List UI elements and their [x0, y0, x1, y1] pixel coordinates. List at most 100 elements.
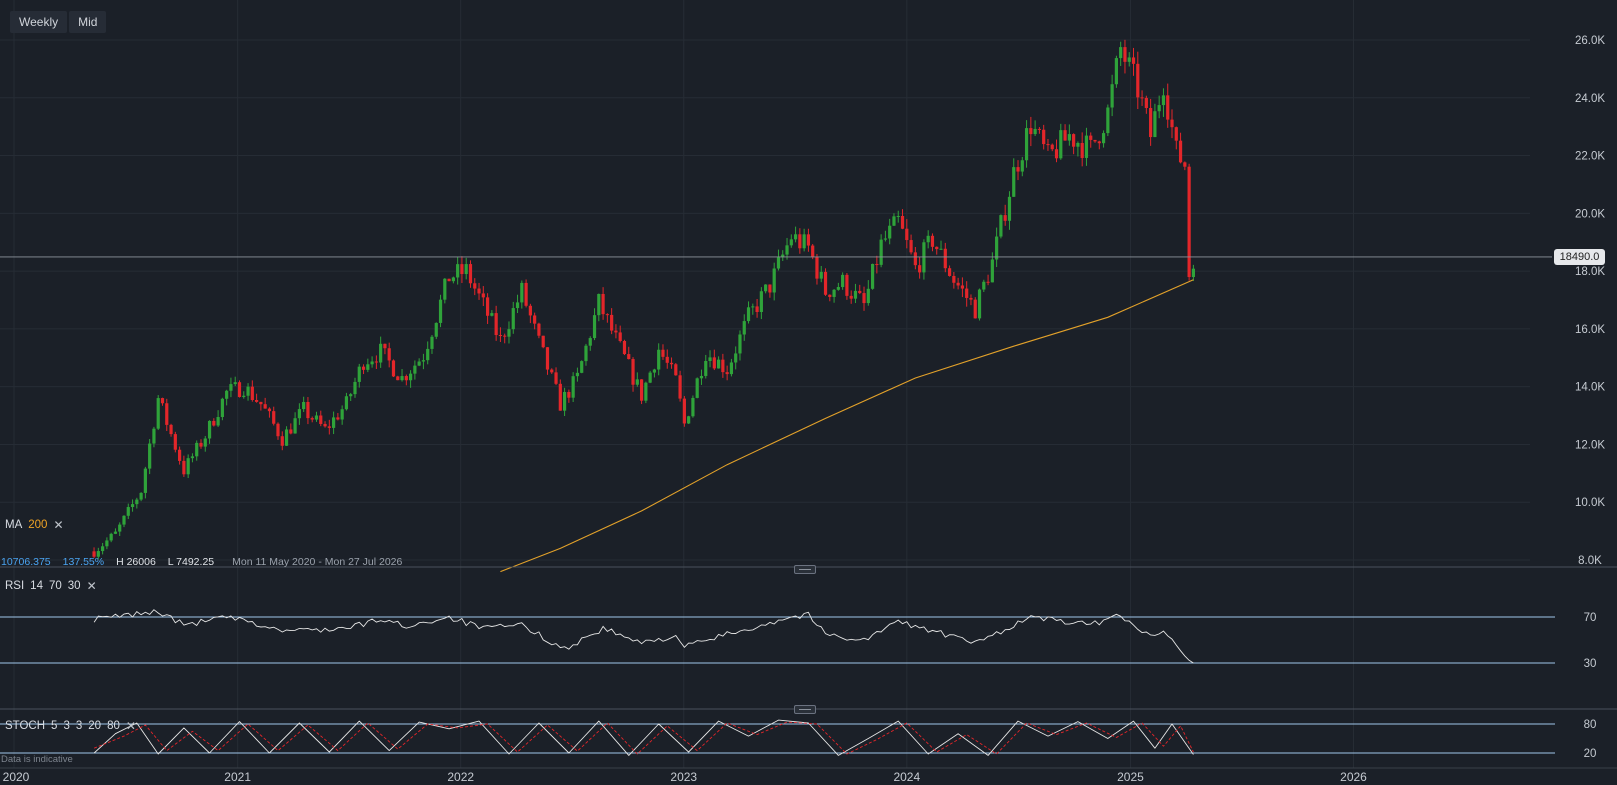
candle-body [361, 366, 366, 370]
ma-remove-icon[interactable]: ✕ [53, 518, 64, 532]
candle-body [456, 264, 460, 278]
candle-body [289, 429, 293, 434]
candle-body [674, 364, 678, 376]
candle-body [562, 391, 567, 411]
candle-body [772, 268, 776, 293]
candle-body [618, 332, 622, 341]
candle-body [652, 369, 657, 373]
candle-body [699, 375, 704, 379]
candle-body [477, 288, 481, 294]
candle-body [485, 297, 490, 316]
candle-body [853, 290, 858, 299]
candle-body [918, 265, 922, 273]
candle-body [823, 271, 828, 295]
candle-body [691, 397, 695, 417]
candle-body [366, 364, 370, 370]
candle-body [1046, 144, 1050, 146]
candle-body [635, 379, 639, 385]
candle-body [220, 398, 224, 418]
candle-body [597, 293, 601, 316]
candle-body [781, 254, 785, 258]
candle-body [1003, 215, 1007, 221]
time-axis-label: 2025 [1117, 770, 1144, 784]
candle-body [1029, 128, 1033, 135]
candle-body [524, 282, 528, 306]
candle-body [712, 357, 716, 369]
candle-body [413, 365, 417, 374]
candle-body [977, 289, 982, 319]
candle-body [314, 415, 319, 420]
candle-body [1140, 97, 1144, 99]
time-axis-label: 2020 [3, 770, 30, 784]
candle-body [678, 375, 682, 399]
ma-200-line [500, 279, 1194, 573]
candle-body [109, 533, 113, 541]
candle-body [682, 398, 686, 424]
rsi-remove-icon[interactable]: ✕ [86, 579, 97, 593]
candle-body [575, 372, 580, 377]
candle-body [216, 417, 220, 426]
candle-body [614, 330, 618, 333]
price-type-button[interactable]: Mid [69, 11, 107, 33]
panel-dividers [0, 566, 1617, 769]
candle-body [746, 307, 751, 322]
candle-body [203, 438, 207, 447]
candle-body [1097, 141, 1101, 144]
candle-body [862, 293, 866, 304]
candle-body [776, 257, 781, 269]
candle-body [156, 398, 160, 429]
time-axis-label: 2022 [447, 770, 474, 784]
candle-body [430, 336, 434, 349]
stoch-remove-icon[interactable]: ✕ [125, 719, 136, 733]
price-axis: 26.0K 24.0K 22.0K 20.0K 18.0K 16.0K 14.0K 12.0K… [1575, 35, 1605, 567]
low-value: L 7492.25 [167, 556, 215, 568]
candle-body [601, 293, 605, 315]
candle-body [1106, 107, 1110, 134]
candle-body [1024, 128, 1029, 161]
candle-body [806, 234, 811, 246]
candle-body [571, 376, 575, 398]
price-axis-label: 18.0K [1575, 266, 1605, 278]
candle-body [353, 381, 357, 395]
candle-body [451, 277, 455, 282]
candle-body [802, 234, 806, 249]
candle-body [995, 236, 999, 260]
rsi-panel-resize-handle[interactable] [794, 565, 816, 574]
candle-body [836, 287, 840, 290]
stoch-panel-resize-handle[interactable] [794, 705, 816, 714]
timeframe-button[interactable]: Weekly [10, 11, 68, 33]
candle-body [130, 504, 135, 508]
rsi-param: 70 [48, 580, 62, 592]
candle-body [1166, 95, 1170, 120]
candle-body [242, 395, 246, 397]
candle-body [905, 228, 909, 241]
candle-body [888, 225, 892, 239]
rsi-axis-label: 30 [1584, 658, 1597, 670]
candle-body [148, 443, 152, 469]
candle-body [721, 359, 725, 373]
candle-body [969, 297, 973, 300]
candle-body [947, 268, 952, 276]
stoch-axis-label: 80 [1584, 719, 1597, 731]
candle-body [481, 293, 485, 298]
candle-body [494, 313, 498, 336]
candle-body [426, 348, 430, 361]
candle-body [935, 246, 939, 250]
candle-body [152, 428, 156, 444]
time-axis-label: 2021 [224, 770, 251, 784]
stoch-signal-line [93, 721, 1194, 755]
candle-body [789, 239, 793, 246]
price-axis-label: 24.0K [1575, 93, 1605, 105]
candle-body [340, 409, 344, 420]
candle-body [464, 264, 468, 275]
time-axis-label: 2023 [670, 770, 697, 784]
candle-body [284, 429, 289, 446]
candle-body [973, 299, 977, 319]
candle-body [195, 442, 199, 457]
candle-body [1157, 105, 1161, 112]
rsi-param: 14 [30, 580, 43, 592]
candle-body [447, 278, 451, 282]
candle-body [1187, 166, 1191, 278]
candle-body [421, 360, 426, 362]
